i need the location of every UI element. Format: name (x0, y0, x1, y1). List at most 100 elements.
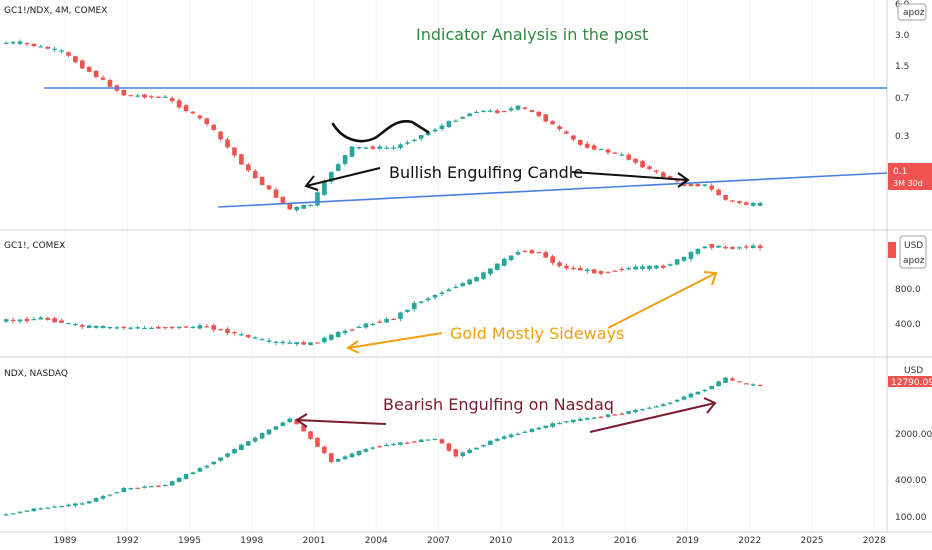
candle-body (757, 384, 763, 387)
x-tick-label: 2019 (676, 536, 699, 546)
candle-body (204, 465, 210, 468)
candle-body (328, 453, 334, 463)
candle-body (640, 161, 645, 168)
candle-body (197, 325, 203, 329)
candle-body (86, 501, 92, 504)
candle-body (647, 407, 652, 409)
candle-body (280, 341, 286, 344)
y-tick-label: 800.0 (895, 285, 921, 295)
candle-body (183, 326, 189, 328)
candle-body (363, 449, 369, 452)
candle-body (619, 269, 625, 271)
candle-body (702, 389, 708, 392)
candle-body (149, 96, 154, 98)
candle-body (709, 185, 715, 190)
pane-title-ndx: NDX, NASDAQ (4, 369, 68, 379)
candle-body (674, 259, 680, 265)
candle-body (640, 409, 645, 411)
candle-body (156, 485, 161, 487)
candle-body (100, 77, 106, 80)
last-value-text: 12790.09 (891, 378, 932, 388)
candle-body (315, 192, 320, 206)
pane-title-ratio: GC1!/NDX, 4M, COMEX (4, 6, 107, 16)
candle-body (543, 114, 549, 122)
candle-body (370, 146, 376, 149)
candle-body (446, 289, 452, 292)
candle-body (716, 245, 721, 248)
candle-body (460, 452, 466, 457)
candle-body (398, 144, 403, 148)
candle-body (190, 326, 196, 329)
candle-body (571, 135, 576, 140)
candle-body (577, 418, 583, 421)
candle-body (474, 111, 479, 114)
candle-body (584, 269, 590, 272)
candle-body (190, 472, 196, 475)
support-trendline[interactable] (217, 172, 888, 208)
candle-body (197, 115, 203, 119)
x-tick-label: 2025 (801, 536, 824, 546)
candle-body (723, 195, 728, 200)
candle-body (522, 251, 528, 253)
ratio-candles (3, 39, 763, 213)
candle-body (439, 292, 445, 295)
candle-body (709, 385, 715, 390)
candle-body (571, 267, 576, 270)
candle-body (418, 135, 424, 139)
candle-body (73, 56, 78, 63)
candle-body (612, 152, 618, 154)
candle-body (612, 270, 618, 272)
rounded-pattern-curve[interactable] (331, 120, 430, 143)
candle-body (3, 42, 9, 44)
candle-body (52, 318, 57, 323)
time-axis: 1989 1992 1995 1998 2001 2004 2007 2010 2013 2016… (54, 536, 886, 546)
candle-body (654, 406, 659, 408)
candle-body (488, 268, 493, 274)
candle-body (218, 131, 223, 140)
candle-body (280, 196, 286, 204)
candle-body (301, 205, 306, 209)
candle-body (342, 155, 348, 164)
gold-currency-tag[interactable]: USD apoz (888, 235, 927, 269)
candle-body (702, 246, 708, 249)
candle-body (398, 312, 403, 319)
candle-body (557, 262, 562, 267)
x-tick-label: 1995 (178, 536, 201, 546)
candle-body (688, 184, 694, 187)
candle-body (377, 146, 383, 149)
candle-body (232, 449, 237, 454)
candle-body (557, 126, 562, 130)
candle-body (322, 446, 327, 454)
candle-body (107, 79, 113, 87)
candle-body (750, 384, 756, 386)
candle-body (384, 318, 389, 323)
ndx-candles (3, 377, 763, 516)
y-tick-label: 3.0 (895, 31, 910, 41)
ratio-scale-tag[interactable]: apoz (897, 3, 927, 21)
candle-body (169, 326, 175, 329)
candle-body (543, 252, 549, 258)
candle-body (218, 329, 223, 331)
candle-body (584, 143, 590, 148)
candle-body (24, 318, 30, 322)
candle-body (239, 334, 244, 336)
candle-body (45, 46, 51, 49)
candle-body (211, 124, 217, 130)
candle-body (245, 164, 251, 171)
gold-candles (3, 243, 763, 347)
candle-body (536, 427, 542, 430)
candle-body (308, 431, 313, 439)
candle-body (550, 423, 555, 427)
candle-body (737, 201, 742, 204)
candle-body (543, 425, 549, 428)
candle-body (100, 325, 106, 329)
candle-body (211, 461, 217, 465)
candle-body (667, 402, 673, 404)
candle-body (750, 245, 756, 248)
gold-sideways-label: Gold Mostly Sideways (450, 324, 624, 343)
candle-body (591, 269, 597, 274)
candle-body (647, 265, 652, 270)
candle-body (79, 325, 85, 327)
candle-body (273, 189, 279, 198)
